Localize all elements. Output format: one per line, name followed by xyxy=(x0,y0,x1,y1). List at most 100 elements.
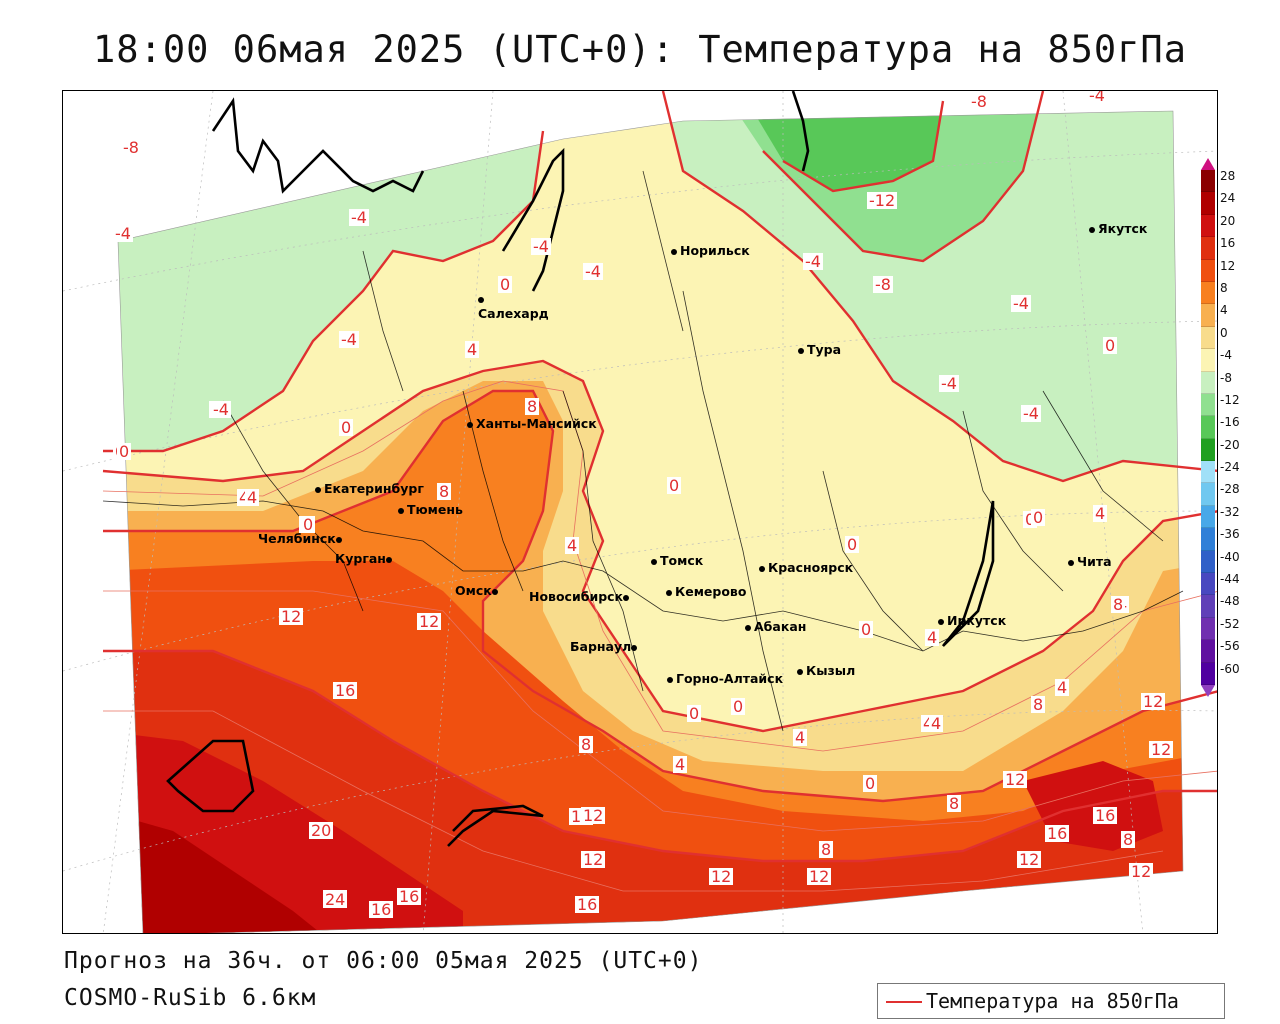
contour-label: 12 xyxy=(1141,692,1166,711)
contour-label: 16 xyxy=(1093,806,1118,825)
contour-label: 16 xyxy=(333,681,358,700)
contour-label: 0 xyxy=(117,442,132,461)
colorbar-tick-label: 24 xyxy=(1220,191,1236,206)
colorbar-segment xyxy=(1201,662,1215,685)
colorbar-tick-label: -40 xyxy=(1220,549,1240,564)
contour-label: 0 xyxy=(859,620,874,639)
contour-label: -4 xyxy=(113,224,133,243)
contour-label: 4 xyxy=(245,488,260,507)
city-krasnoyarsk: Красноярск xyxy=(759,560,853,575)
colorbar-tick-label: -16 xyxy=(1220,415,1240,430)
colorbar-segment xyxy=(1201,393,1215,417)
contour-label: 8 xyxy=(579,735,594,754)
contour-label: 0 xyxy=(845,535,860,554)
city-dot-icon xyxy=(385,556,392,563)
legend: Температура на 850гПа xyxy=(877,983,1225,1019)
colorbar-top-arrow-icon xyxy=(1201,158,1215,170)
city-irkutsk: Иркутск xyxy=(938,613,1006,628)
contour-label: 12 xyxy=(709,867,734,886)
contour-label: -12 xyxy=(867,191,898,210)
colorbar-bottom-arrow-icon xyxy=(1201,684,1215,697)
city-dot-icon xyxy=(667,676,673,683)
colorbar-tick-label: -28 xyxy=(1220,482,1240,497)
city-dot-icon xyxy=(1068,559,1074,566)
contour-label: 4 xyxy=(465,340,480,359)
contour-label: 12 xyxy=(279,607,304,626)
colorbar-tick-label: -44 xyxy=(1220,572,1240,587)
contour-label: -4 xyxy=(939,374,959,393)
temperature-field xyxy=(63,91,1217,933)
contour-label: 12 xyxy=(417,612,442,631)
city-dot-icon xyxy=(623,594,630,601)
contour-label: 16 xyxy=(369,900,394,919)
contour-label: -8 xyxy=(969,92,989,111)
contour-label: 0 xyxy=(1031,508,1046,527)
city-dot-icon xyxy=(651,558,657,565)
contour-label: -4 xyxy=(1011,294,1031,313)
contour-label: 0 xyxy=(687,704,702,723)
contour-label: 0 xyxy=(339,418,354,437)
colorbar-segment xyxy=(1201,281,1215,305)
colorbar-tick-label: 20 xyxy=(1220,213,1236,228)
contour-label: 12 xyxy=(581,806,606,825)
contour-label: -4 xyxy=(583,262,603,281)
contour-label: -4 xyxy=(1087,91,1107,104)
colorbar-segment xyxy=(1201,595,1215,618)
city-dot-icon xyxy=(798,347,804,354)
contour-label: -4 xyxy=(339,330,359,349)
contour-label: -8 xyxy=(121,138,141,157)
city-yekaterinburg: Екатеринбург xyxy=(315,481,424,496)
colorbar-tick-label: -8 xyxy=(1220,370,1232,385)
colorbar-segment xyxy=(1201,416,1215,439)
city-dot-icon xyxy=(491,588,498,595)
city-yakutsk: Якутск xyxy=(1089,221,1147,236)
contour-label: -4 xyxy=(531,237,551,256)
contour-label: 4 xyxy=(673,755,688,774)
contour-label: -4 xyxy=(1021,404,1041,423)
colorbar-segment xyxy=(1201,349,1215,372)
contour-label: 4 xyxy=(1055,678,1070,697)
contour-label: 12 xyxy=(1149,740,1174,759)
colorbar-segment xyxy=(1201,505,1215,529)
contour-label: 0 xyxy=(731,697,746,716)
legend-line-swatch xyxy=(886,1001,922,1003)
colorbar-tick-label: -32 xyxy=(1220,504,1240,519)
colorbar-tick-label: 16 xyxy=(1220,236,1236,251)
colorbar-tick-label: -24 xyxy=(1220,460,1240,475)
colorbar xyxy=(1201,158,1215,697)
city-dot-icon xyxy=(335,536,342,543)
city-barnaul: Барнаул xyxy=(570,639,640,654)
contour-label: -4 xyxy=(803,252,823,271)
colorbar-tick-label: -20 xyxy=(1220,437,1240,452)
colorbar-segment xyxy=(1201,259,1215,282)
city-dot-icon xyxy=(315,486,321,493)
city-norilsk: Норильск xyxy=(671,243,750,258)
contour-label: 8 xyxy=(437,482,452,501)
contour-label: -8 xyxy=(873,275,893,294)
city-dot-icon xyxy=(671,248,677,255)
city-tomsk: Томск xyxy=(651,553,703,568)
contour-label: 4 xyxy=(793,728,808,747)
city-kurgan: Курган xyxy=(335,551,395,566)
contour-label: 20 xyxy=(309,821,334,840)
contour-label: 0 xyxy=(863,774,878,793)
colorbar-tick-label: -52 xyxy=(1220,616,1240,631)
city-khanty-mansiysk: Ханты-Мансийск xyxy=(467,416,597,431)
city-dot-icon xyxy=(666,589,672,596)
contour-label: 16 xyxy=(1045,824,1070,843)
contour-label: 8 xyxy=(1111,595,1126,614)
city-tura: Тура xyxy=(798,342,841,357)
contour-label: 12 xyxy=(807,867,832,886)
city-dot-icon xyxy=(797,668,803,675)
city-dot-icon xyxy=(938,618,944,625)
city-chita: Чита xyxy=(1068,554,1112,569)
colorbar-segment xyxy=(1201,170,1215,193)
contour-label: 24 xyxy=(323,890,348,909)
colorbar-segment xyxy=(1201,461,1215,484)
contour-label: 0 xyxy=(1103,336,1118,355)
city-tyumen: Тюмень xyxy=(398,502,463,517)
city-novosibirsk: Новосибирск xyxy=(529,589,632,604)
contour-label: 4 xyxy=(565,536,580,555)
colorbar-segment xyxy=(1201,438,1215,462)
city-dot-icon xyxy=(1089,226,1095,233)
